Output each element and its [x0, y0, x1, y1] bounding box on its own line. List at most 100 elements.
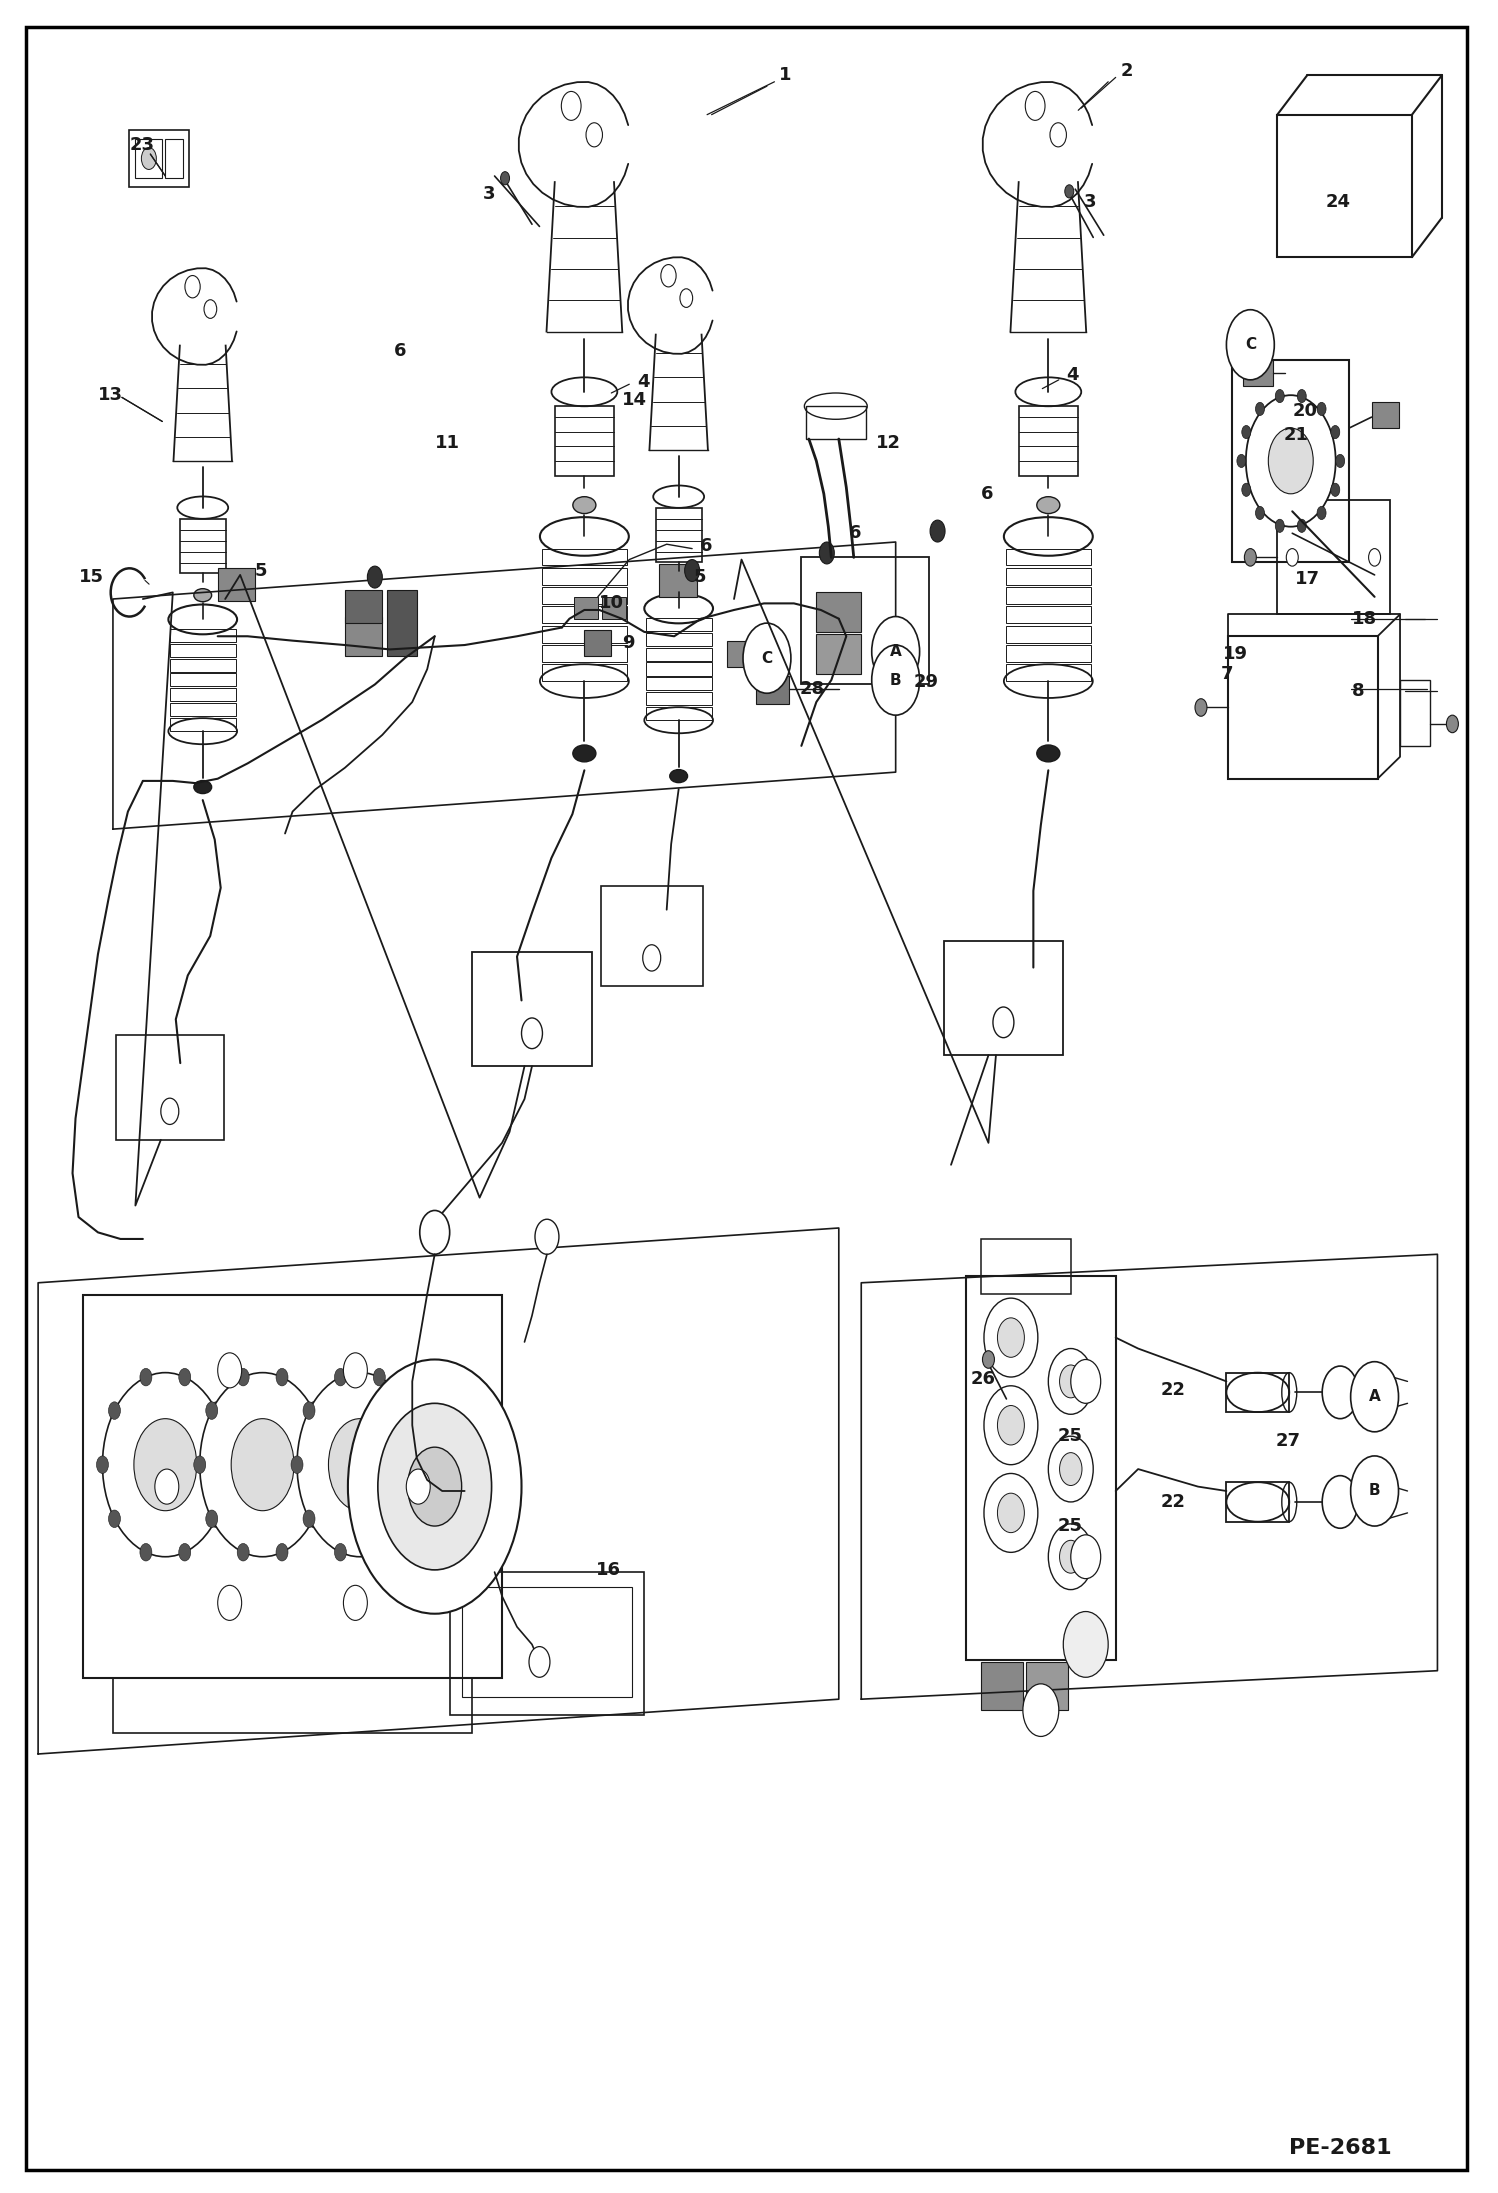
Bar — [345, 590, 382, 623]
Ellipse shape — [193, 781, 211, 794]
Circle shape — [276, 1544, 288, 1561]
Circle shape — [373, 1368, 385, 1386]
Circle shape — [998, 1406, 1025, 1445]
Bar — [180, 520, 226, 572]
Text: 13: 13 — [97, 386, 123, 404]
Circle shape — [1317, 507, 1326, 520]
Circle shape — [984, 1474, 1038, 1553]
Text: 15: 15 — [78, 568, 103, 586]
Bar — [169, 643, 235, 656]
Circle shape — [998, 1318, 1025, 1357]
Text: 2: 2 — [1121, 61, 1132, 79]
Circle shape — [334, 1544, 346, 1561]
Circle shape — [1050, 123, 1067, 147]
Circle shape — [210, 1401, 222, 1419]
Text: 4: 4 — [637, 373, 649, 390]
Text: 6: 6 — [700, 537, 712, 555]
Circle shape — [1297, 390, 1306, 404]
Bar — [1005, 645, 1091, 662]
Bar — [1026, 1662, 1068, 1711]
Bar — [646, 632, 712, 645]
Circle shape — [535, 1219, 559, 1254]
Circle shape — [193, 1456, 205, 1474]
Circle shape — [1227, 309, 1275, 379]
Circle shape — [1269, 428, 1314, 493]
Circle shape — [367, 566, 382, 588]
Circle shape — [984, 1386, 1038, 1465]
Circle shape — [1351, 1362, 1399, 1432]
Circle shape — [1287, 548, 1299, 566]
Circle shape — [1275, 390, 1284, 404]
Circle shape — [328, 1419, 391, 1511]
Circle shape — [419, 1211, 449, 1254]
Circle shape — [377, 1404, 491, 1570]
Bar — [1005, 607, 1091, 623]
Text: C: C — [761, 651, 773, 667]
Text: 4: 4 — [1067, 366, 1079, 384]
Bar — [646, 662, 712, 675]
Circle shape — [139, 1368, 151, 1386]
Bar — [1233, 360, 1350, 561]
Bar — [727, 640, 756, 667]
Circle shape — [1049, 1436, 1094, 1502]
Circle shape — [1242, 482, 1251, 496]
Text: 20: 20 — [1293, 401, 1317, 419]
Circle shape — [373, 1544, 385, 1561]
Bar — [129, 129, 189, 186]
Bar — [646, 618, 712, 632]
Circle shape — [307, 1401, 319, 1419]
Circle shape — [1237, 454, 1246, 467]
Circle shape — [96, 1456, 108, 1474]
Text: 5: 5 — [694, 568, 706, 586]
Bar — [217, 568, 255, 601]
Text: 28: 28 — [800, 680, 825, 697]
Bar — [1372, 401, 1399, 428]
Circle shape — [1059, 1539, 1082, 1572]
Text: 3: 3 — [1085, 193, 1097, 211]
Circle shape — [1246, 395, 1336, 526]
Circle shape — [205, 1511, 217, 1529]
Bar — [646, 647, 712, 660]
Circle shape — [1330, 425, 1339, 439]
Circle shape — [1336, 454, 1345, 467]
Circle shape — [872, 645, 920, 715]
Text: 8: 8 — [1353, 682, 1365, 700]
Circle shape — [237, 1544, 249, 1561]
Circle shape — [1064, 1612, 1109, 1678]
Text: 19: 19 — [1224, 645, 1248, 662]
Circle shape — [178, 1368, 190, 1386]
Ellipse shape — [572, 496, 596, 513]
Ellipse shape — [1037, 746, 1061, 761]
Ellipse shape — [1037, 496, 1061, 513]
Bar — [169, 704, 235, 717]
Circle shape — [1059, 1364, 1082, 1397]
Ellipse shape — [193, 588, 211, 601]
Bar — [1005, 588, 1091, 603]
Circle shape — [178, 1544, 190, 1561]
Text: 29: 29 — [914, 673, 939, 691]
Bar — [169, 629, 235, 643]
Bar — [816, 634, 861, 673]
Circle shape — [303, 1511, 315, 1529]
Bar — [542, 568, 628, 586]
Circle shape — [222, 1456, 234, 1474]
Bar — [542, 664, 628, 682]
Bar — [656, 509, 701, 561]
Text: 18: 18 — [1353, 610, 1377, 627]
Text: 17: 17 — [1296, 570, 1320, 588]
Circle shape — [586, 123, 602, 147]
Text: 6: 6 — [849, 524, 861, 542]
Circle shape — [217, 1586, 241, 1621]
Bar — [165, 138, 183, 178]
Circle shape — [343, 1353, 367, 1388]
Bar — [169, 689, 235, 702]
Circle shape — [210, 1511, 222, 1529]
Text: 5: 5 — [255, 561, 268, 579]
Text: 16: 16 — [596, 1561, 622, 1579]
Circle shape — [102, 1373, 228, 1557]
Bar — [1228, 636, 1378, 779]
Text: 14: 14 — [622, 390, 647, 408]
Circle shape — [184, 276, 201, 298]
Ellipse shape — [670, 577, 688, 590]
Text: 26: 26 — [971, 1371, 996, 1388]
